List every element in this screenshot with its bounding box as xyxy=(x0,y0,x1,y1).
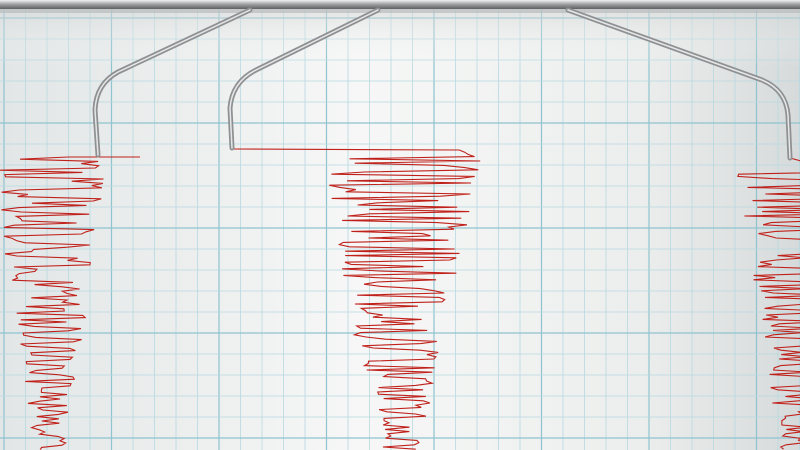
stylus-highlight xyxy=(229,9,379,149)
top-bar-shadow xyxy=(0,9,800,13)
stylus-assembly xyxy=(0,0,800,161)
traces xyxy=(0,148,800,450)
stylus-highlight xyxy=(94,9,251,156)
seismic-trace xyxy=(0,156,140,450)
seismic-trace xyxy=(737,157,800,450)
seismic-trace xyxy=(231,148,481,450)
stylus-highlight xyxy=(567,9,791,159)
top-bar xyxy=(0,0,800,9)
